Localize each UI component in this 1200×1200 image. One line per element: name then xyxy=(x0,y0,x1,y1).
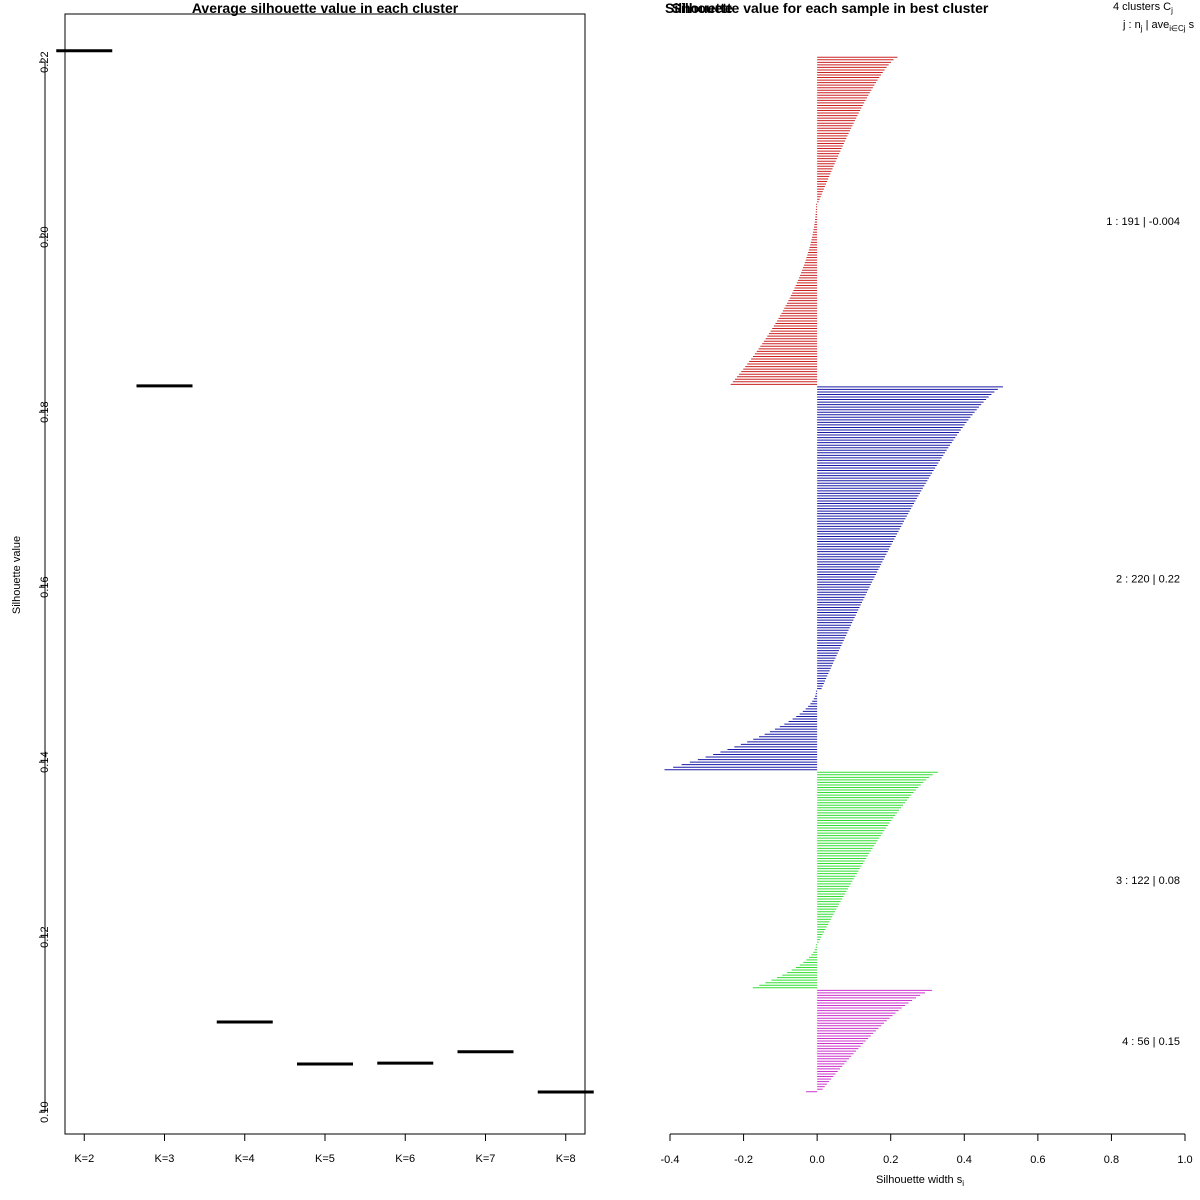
left-data-marks xyxy=(56,49,594,1094)
right-x-tick-label: 0.8 xyxy=(1104,1154,1119,1166)
left-x-tick-label: K=4 xyxy=(235,1153,255,1165)
left-plot-frame xyxy=(64,13,586,1135)
right-x-tick-label: 0.2 xyxy=(883,1154,898,1166)
cluster-label: 2 : 220 | 0.22 xyxy=(1116,573,1180,585)
left-y-tick-label: 0.10 xyxy=(39,1101,51,1122)
left-x-tick-label: K=8 xyxy=(556,1153,576,1165)
right-x-axis-label: Silhouette width si xyxy=(876,1174,964,1188)
legend-header-line2: j : nj | avei∈Cj s xyxy=(1122,19,1195,33)
left-x-tick-label: K=2 xyxy=(74,1153,94,1165)
left-y-tick-label: 0.22 xyxy=(39,51,51,72)
cluster-label: 4 : 56 | 0.15 xyxy=(1122,1036,1180,1048)
right-x-axis: -0.4 -0.2 0.0 0.2 0.4 0.6 0.8 1.0 xyxy=(661,1133,1193,1166)
left-x-tick-label: K=5 xyxy=(315,1153,335,1165)
left-y-tick-label: 0.20 xyxy=(39,226,51,247)
right-x-tick-label: 1.0 xyxy=(1177,1154,1192,1166)
left-y-tick-label: 0.14 xyxy=(39,751,51,772)
right-x-tick-label: -0.2 xyxy=(734,1154,753,1166)
cluster-label: 1 : 191 | -0.004 xyxy=(1106,216,1180,228)
legend-header-line1: 4 clusters Cj xyxy=(1113,1,1173,15)
right-plot-title: Silhouette value for each sample in best… xyxy=(672,0,989,16)
left-y-tick-label: 0.12 xyxy=(39,926,51,947)
left-x-tick-label: K=7 xyxy=(476,1153,496,1165)
left-plot: Average silhouette value in each cluster… xyxy=(11,0,594,1165)
right-x-tick-label: 0.6 xyxy=(1030,1154,1045,1166)
cluster-labels: 1 : 191 | -0.004 2 : 220 | 0.22 3 : 122 | … xyxy=(1106,216,1180,1048)
right-silhouette-bars xyxy=(664,56,1003,1093)
right-x-tick-label: -0.4 xyxy=(661,1154,680,1166)
left-plot-title: Average silhouette value in each cluster xyxy=(192,0,459,16)
left-y-axis-label: Silhouette value xyxy=(11,536,23,614)
right-x-tick-label: 0.0 xyxy=(809,1154,824,1166)
left-x-ticks: K=2 K=3 K=4 K=5 K=6 K=7 K=8 xyxy=(74,1133,576,1165)
left-x-tick-label: K=3 xyxy=(155,1153,175,1165)
cluster-label: 3 : 122 | 0.08 xyxy=(1116,875,1180,887)
left-y-ticks: 0.10 0.12 0.14 0.16 0.18 0.20 0.22 xyxy=(39,51,51,1123)
right-plot: Silhouette Silhouette value for each sam… xyxy=(661,0,1195,1188)
left-y-tick-label: 0.18 xyxy=(39,401,51,422)
left-y-tick-label: 0.16 xyxy=(39,576,51,597)
right-x-tick-label: 0.4 xyxy=(957,1154,972,1166)
right-plot-hidden-title: Silhouette xyxy=(665,0,733,16)
left-x-tick-label: K=6 xyxy=(395,1153,415,1165)
